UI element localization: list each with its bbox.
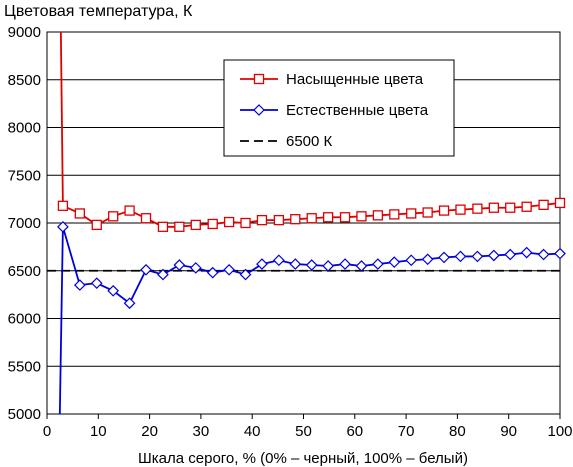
x-axis-label: Шкала серого, % (0% – черный, 100% – бел… [138,450,468,467]
data-point [223,216,235,228]
chart-title: Цветовая температура, К [4,3,193,20]
series-Насыщенные цвета [57,31,566,232]
x-tick-label: 40 [244,423,261,440]
data-point [372,210,384,221]
data-point [521,201,532,212]
data-point [455,204,466,215]
data-point [356,211,367,222]
data-point [207,218,218,230]
data-point [157,221,169,232]
data-point [174,221,185,232]
legend: Насыщенные цвета Естественные цвета 6500 К [223,59,455,157]
data-point [256,258,268,270]
x-tick-label: 100 [547,423,572,440]
data-point [322,260,334,272]
y-tick-label: 5000 [8,406,41,423]
data-point [339,258,351,270]
data-point [189,262,202,274]
data-point [438,205,450,216]
x-tick-label: 30 [193,423,210,440]
data-point [405,254,418,267]
data-point [91,219,102,231]
data-point [388,256,401,269]
legend-marker [253,73,265,85]
data-point [438,251,450,264]
data-point [537,248,550,261]
data-point [538,199,549,211]
x-axis-ticks: 0 10 20 30 40 50 60 70 80 90 100 [43,414,573,440]
data-point [108,211,119,222]
data-point [90,277,103,290]
series-layer [47,31,566,415]
data-point [454,250,467,263]
data-point [157,268,169,281]
series-Естественные цвета [57,220,566,415]
data-point [124,205,135,216]
y-tick-label: 9000 [8,24,41,41]
data-point [505,202,516,213]
data-point [472,203,483,214]
data-point [289,258,302,270]
data-point [73,279,86,291]
data-point [372,258,384,270]
data-point [273,214,285,226]
y-tick-label: 5500 [8,358,41,375]
data-point [554,197,566,209]
data-point [471,250,484,263]
data-point [305,259,318,271]
x-tick-label: 70 [398,423,415,440]
data-point [190,219,201,231]
data-point [421,253,434,266]
data-point [256,214,268,226]
data-point [355,260,368,272]
data-point [306,213,317,224]
legend-label: Естественные цвета [286,102,429,119]
x-tick-label: 50 [295,423,312,440]
y-tick-label: 7000 [8,215,41,232]
data-point [173,259,186,271]
y-tick-label: 6500 [8,263,41,280]
data-point [239,268,252,281]
data-point [504,248,517,261]
data-point [107,284,120,297]
legend-label: 6500 К [286,133,333,150]
y-axis-ticks: 5000 5500 6000 6500 7000 7500 8000 8500 9000 [8,24,41,423]
data-point [339,212,351,223]
y-tick-label: 7500 [8,167,41,184]
x-tick-label: 90 [500,423,517,440]
data-point [140,213,152,224]
y-tick-label: 8500 [8,72,41,89]
x-tick-label: 60 [346,423,363,440]
data-point [422,207,433,218]
data-point [406,208,417,219]
y-tick-label: 6000 [8,311,41,328]
x-tick-label: 80 [449,423,466,440]
data-point [223,263,235,276]
data-point [57,220,69,233]
data-point [74,208,85,219]
x-tick-label: 0 [43,423,51,440]
legend-marker [253,104,265,116]
data-point [488,202,499,213]
data-point [322,212,334,223]
data-point [290,214,301,225]
data-point [273,254,285,267]
data-point [487,249,500,262]
data-point [554,247,566,260]
legend-label: Насыщенные цвета [286,71,424,88]
y-tick-label: 8000 [8,120,41,137]
data-point [57,200,69,211]
data-point [140,263,152,276]
data-point [240,217,251,229]
data-point [123,297,136,310]
x-tick-label: 20 [141,423,158,440]
data-point [389,209,400,220]
x-tick-label: 10 [90,423,107,440]
data-point [520,246,533,259]
series-line [58,226,561,415]
data-point [206,266,219,279]
